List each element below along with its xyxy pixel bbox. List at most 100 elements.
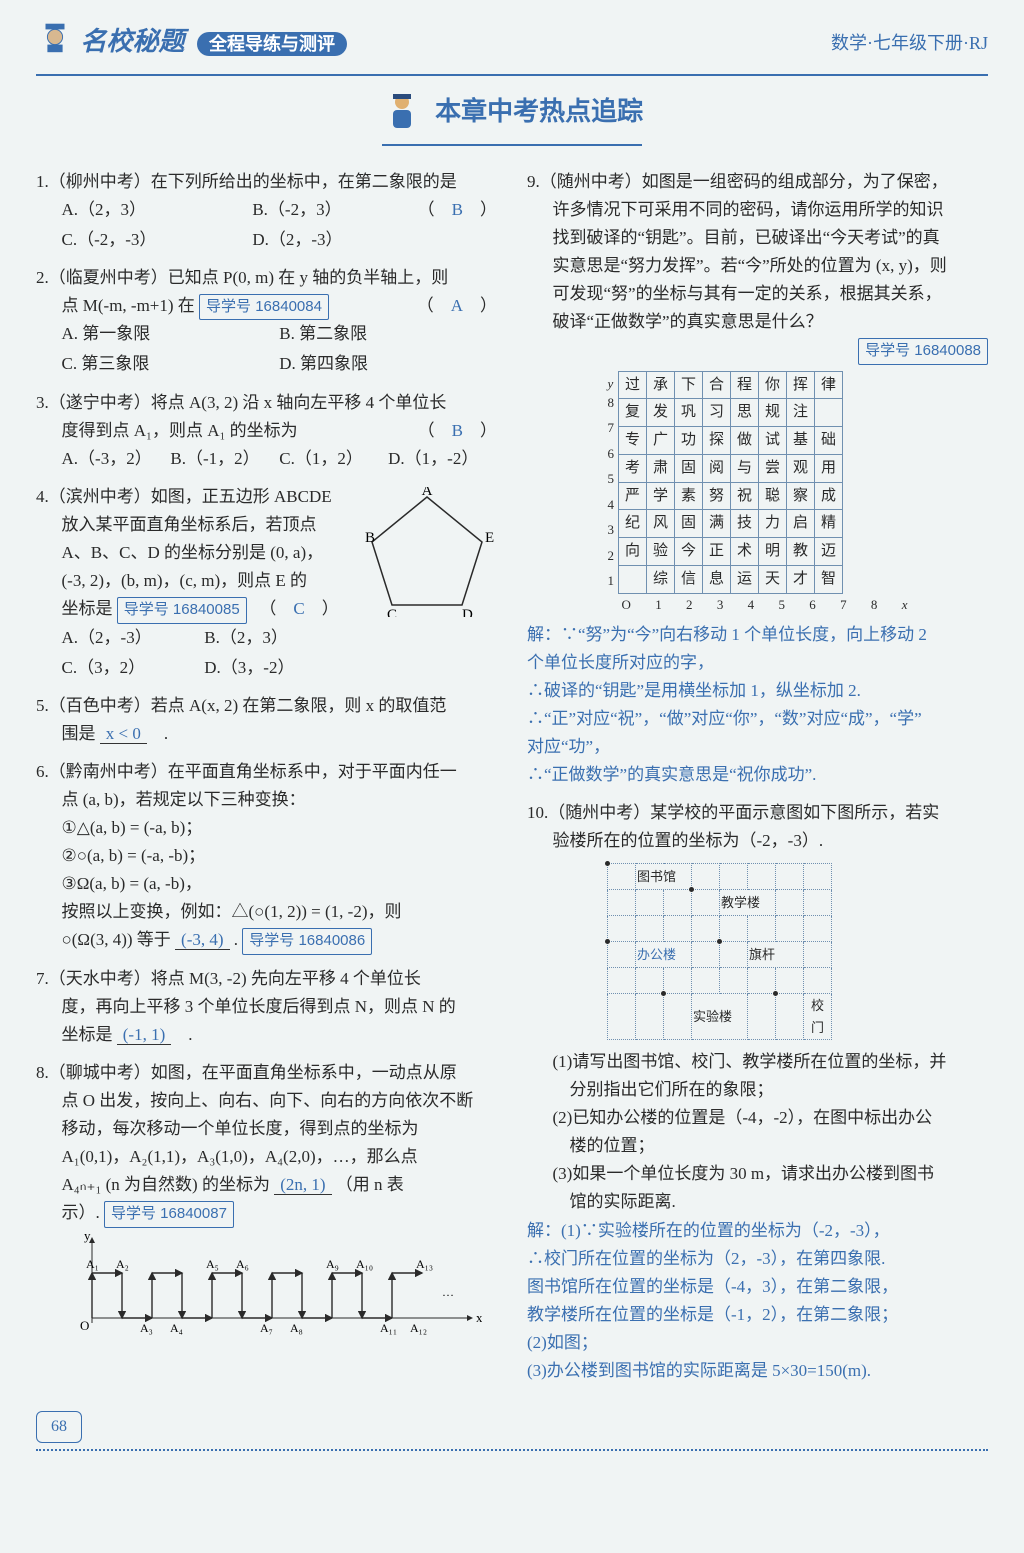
- svg-text:A₉: A₉: [326, 1257, 339, 1271]
- q10-p3b: 馆的实际距离.: [527, 1188, 988, 1216]
- q2-opt-a: A. 第一象限: [62, 320, 280, 348]
- q8-figure: x y O A₁ A₂: [36, 1228, 497, 1347]
- q9-sol-3: ∴“正”对应“祝”，“做”对应“你”，“数”对应“成”，“学”: [527, 705, 988, 733]
- q6-stem-c: 按照以上变换，例如：△(○(1, 2)) = (1, -2)，则: [36, 898, 497, 926]
- question-7: 7.（天水中考）将点 M(3, -2) 先向左平移 4 个单位长 度，再向上平移…: [36, 965, 497, 1049]
- q2-opt-b: B. 第二象限: [279, 320, 497, 348]
- q8-code: 导学号 16840087: [104, 1201, 234, 1228]
- scholar-icon: [36, 18, 74, 70]
- q9-sol-2: ∴破译的“钥匙”是用横坐标加 1，纵坐标加 2.: [527, 677, 988, 705]
- q3-answer: B: [452, 421, 463, 440]
- question-6: 6.（黔南州中考）在平面直角坐标系中，对于平面内任一 点 (a, b)，若规定以…: [36, 758, 497, 955]
- q8-stem-c: 移动，每次移动一个单位长度，得到点的坐标为: [36, 1115, 497, 1143]
- q8-stem-g: 示）.: [62, 1203, 100, 1222]
- question-9: 9.（随州中考）如图是一组密码的组成部分，为了保密， 许多情况下可采用不同的密码…: [527, 168, 988, 790]
- q1-opt-d: D.（2，-3）: [252, 226, 443, 254]
- q6-stem-b: 点 (a, b)，若规定以下三种变换：: [36, 786, 497, 814]
- q9-code: 导学号 16840088: [858, 338, 988, 365]
- q1-answer: B: [452, 200, 463, 219]
- svg-text:B: B: [365, 530, 375, 546]
- footer-dots: [36, 1449, 988, 1451]
- svg-text:A₁₁: A₁₁: [380, 1321, 397, 1335]
- q3-stem-a: 3.（遂宁中考）将点 A(3, 2) 沿 x 轴向左平移 4 个单位长: [36, 389, 497, 417]
- q1-opt-c: C.（-2，-3）: [62, 226, 253, 254]
- svg-text:…: …: [442, 1285, 454, 1299]
- page-number: 68: [36, 1411, 82, 1443]
- q7-stem-a: 7.（天水中考）将点 M(3, -2) 先向左平移 4 个单位长: [36, 965, 497, 993]
- svg-text:E: E: [485, 530, 494, 546]
- q10-p2: (2)已知办公楼的位置是（-4，-2），在图中标出办公: [527, 1104, 988, 1132]
- q6-t1: ①△(a, b) = (-a, b)；: [36, 814, 497, 842]
- svg-text:A₁₃: A₁₃: [416, 1257, 433, 1271]
- q10-stem-b: 验楼所在的位置的坐标为（-2，-3）.: [527, 827, 988, 855]
- q10-sol-1: ∴校门所在位置的坐标为（2，-3），在第四象限.: [527, 1245, 988, 1273]
- q1-options: A.（2，3） B.（-2，3） C.（-2，-3） D.（2，-3）: [36, 196, 443, 254]
- q2-code: 导学号 16840084: [199, 294, 329, 321]
- q4-opt-d: D.（3，-2）: [204, 654, 347, 682]
- q2-opt-d: D. 第四象限: [279, 350, 497, 378]
- svg-text:A₁₀: A₁₀: [356, 1257, 373, 1271]
- question-5: 5.（百色中考）若点 A(x, 2) 在第二象限，则 x 的取值范 围是 x <…: [36, 692, 497, 748]
- svg-text:C: C: [387, 607, 397, 617]
- q10-sol-0: 解：(1)∵实验楼所在的位置的坐标为（-2，-3），: [527, 1217, 988, 1245]
- q4-code: 导学号 16840085: [117, 597, 247, 624]
- svg-text:A₅: A₅: [206, 1257, 219, 1271]
- q1-opt-a: A.（2，3）: [62, 196, 253, 224]
- svg-text:x: x: [476, 1310, 482, 1325]
- question-10: 10.（随州中考）某学校的平面示意图如下图所示，若实 验楼所在的位置的坐标为（-…: [527, 799, 988, 1385]
- page-footer: 68: [36, 1395, 988, 1451]
- q9-sol-4: 对应“功”，: [527, 733, 988, 761]
- top-bar: 名校秘题 全程导练与测评 数学·七年级下册·RJ: [36, 18, 988, 76]
- q6-code: 导学号 16840086: [242, 928, 372, 955]
- svg-text:A₃: A₃: [140, 1321, 153, 1335]
- q1-stem: 1.（柳州中考）在下列所给出的坐标中，在第二象限的是: [36, 172, 457, 191]
- q6-t2: ②○(a, b) = (-a, -b)；: [36, 842, 497, 870]
- svg-text:O: O: [80, 1318, 89, 1333]
- q9-sol-1: 个单位长度所对应的字，: [527, 649, 988, 677]
- q7-answer: (-1, 1): [117, 1025, 171, 1045]
- q10-p1: (1)请写出图书馆、校门、教学楼所在位置的坐标，并: [527, 1048, 988, 1076]
- q2-opt-c: C. 第三象限: [62, 350, 280, 378]
- q8-stem-b: 点 O 出发，按向上、向右、向下、向右的方向依次不断: [36, 1087, 497, 1115]
- brand-text: 名校秘题: [81, 27, 185, 56]
- q10-p3: (3)如果一个单位长度为 30 m，请求出办公楼到图书: [527, 1160, 988, 1188]
- q4-opt-c: C.（3，2）: [62, 654, 205, 682]
- q6-answer: (-3, 4): [175, 930, 229, 950]
- q9-stem-d: 实意思是“努力发挥”。若“今”所处的位置为 (x, y)，则: [527, 252, 988, 280]
- svg-text:A₂: A₂: [116, 1257, 129, 1271]
- q5-stem-b: 围是: [62, 724, 96, 743]
- q9-stem-c: 找到破译的“钥匙”。目前，已破译出“今天考试”的真: [527, 224, 988, 252]
- q8-stem-d: A₁(0,1)，A₂(1,1)，A₃(1,0)，A₄(2,0)，…，那么点: [36, 1143, 497, 1171]
- q10-sol-5: (3)办公楼到图书馆的实际距离是 5×30=150(m).: [527, 1357, 988, 1385]
- question-1: 1.（柳州中考）在下列所给出的坐标中，在第二象限的是 （ B ） A.（2，3）…: [36, 168, 497, 254]
- q8-stem-f: （用 n 表: [336, 1175, 404, 1194]
- svg-text:A₄: A₄: [170, 1321, 183, 1335]
- svg-text:y: y: [84, 1228, 91, 1243]
- q4-answer: C: [293, 599, 304, 618]
- q3-opt-b: B.（-1，2）: [170, 445, 279, 473]
- subject-label: 数学·七年级下册·RJ: [831, 29, 988, 59]
- q10-sol-2: 图书馆所在位置的坐标是（-4，3），在第二象限，: [527, 1273, 988, 1301]
- q10-p2b: 楼的位置；: [527, 1132, 988, 1160]
- section-title: 本章中考热点追踪: [36, 90, 988, 146]
- q9-stem-b: 许多情况下可采用不同的密码，请你运用所学的知识: [527, 196, 988, 224]
- q7-stem-b: 度，再向上平移 3 个单位长度后得到点 N，则点 N 的: [36, 993, 497, 1021]
- question-4: A B C D E 4.（滨州中考）如图，正五边形 ABCDE 放入某平面直角坐…: [36, 483, 497, 682]
- q2-stem-b: 点 M(-m, -m+1) 在: [62, 296, 195, 315]
- q5-stem-a: 5.（百色中考）若点 A(x, 2) 在第二象限，则 x 的取值范: [36, 692, 497, 720]
- q10-sol-4: (2)如图；: [527, 1329, 988, 1357]
- right-column: 9.（随州中考）如图是一组密码的组成部分，为了保密， 许多情况下可采用不同的密码…: [527, 168, 988, 1395]
- q6-stem-a: 6.（黔南州中考）在平面直角坐标系中，对于平面内任一: [36, 758, 497, 786]
- brand-pill: 全程导练与测评: [197, 32, 347, 56]
- question-8: 8.（聊城中考）如图，在平面直角坐标系中，一动点从原 点 O 出发，按向上、向右…: [36, 1059, 497, 1347]
- q10-p1b: 分别指出它们所在的象限；: [527, 1076, 988, 1104]
- svg-text:A: A: [422, 487, 433, 499]
- question-3: 3.（遂宁中考）将点 A(3, 2) 沿 x 轴向左平移 4 个单位长 度得到点…: [36, 389, 497, 473]
- q10-stem-a: 10.（随州中考）某学校的平面示意图如下图所示，若实: [527, 799, 988, 827]
- scholar-badge-icon: [381, 90, 423, 141]
- q9-stem-e: 可发现“努”的坐标与其有一定的关系，根据其关系，: [527, 280, 988, 308]
- q3-opt-a: A.（-3，2）: [62, 445, 171, 473]
- q6-stem-d: ○(Ω(3, 4)) 等于: [62, 930, 171, 949]
- q4-pentagon-figure: A B C D E: [357, 487, 497, 626]
- q9-cipher-grid: y 87 65 43 21 过承下合程你挥律复发巩习思规注专广功探做试基础考肃固…: [608, 371, 908, 615]
